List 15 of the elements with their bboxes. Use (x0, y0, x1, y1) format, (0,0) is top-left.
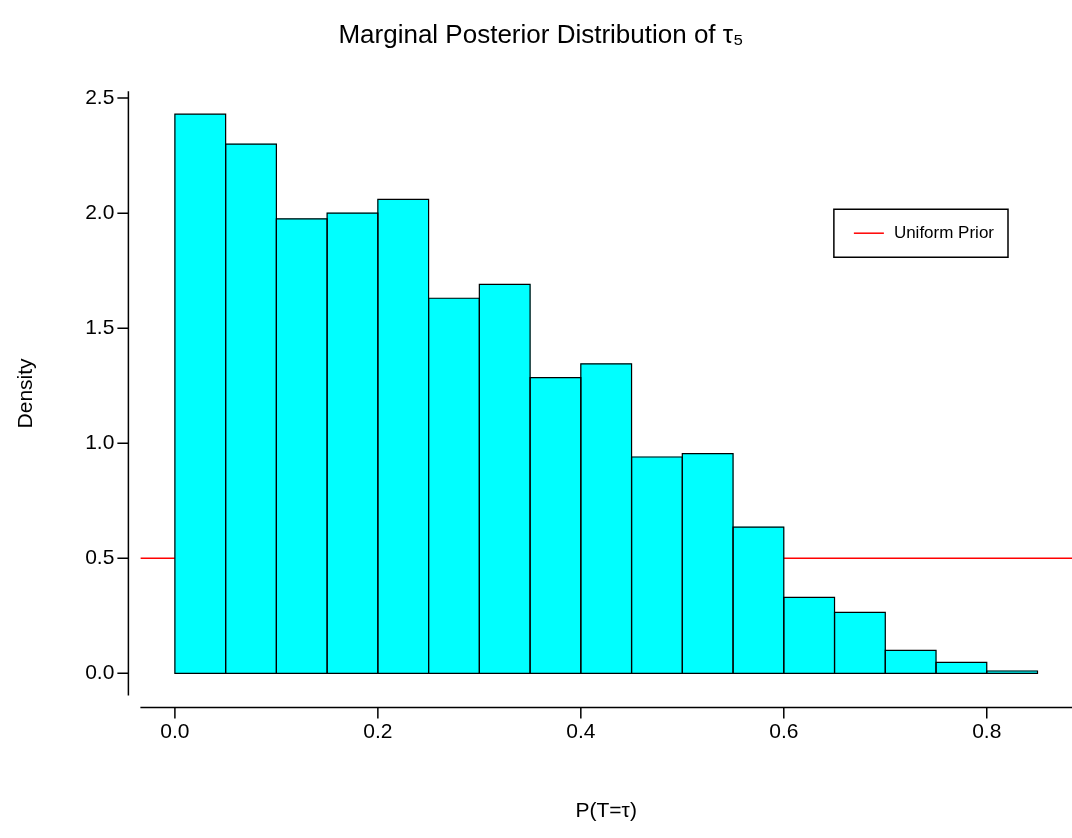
x-tick-label: 0.6 (769, 719, 799, 742)
y-tick-label: 0.0 (85, 660, 115, 684)
x-tick-label: 0.2 (363, 719, 393, 742)
y-tick-label: 1.5 (85, 314, 115, 338)
y-tick-label: 0.5 (85, 545, 115, 569)
chart-title: Marginal Posterior Distribution of τ₅ (338, 18, 744, 49)
y-axis-title: Density (13, 357, 37, 429)
y-tick-label: 2.5 (85, 84, 115, 108)
x-axis-title: P(T=τ) (575, 798, 637, 822)
y-tick-label: 2.0 (85, 199, 115, 223)
x-tick-label: 0.4 (566, 719, 596, 742)
legend-label: Uniform Prior (893, 222, 995, 242)
y-tick-label: 1.0 (85, 430, 115, 454)
x-tick-label: 0.8 (972, 719, 1002, 742)
x-tick-label: 0.0 (160, 719, 190, 742)
